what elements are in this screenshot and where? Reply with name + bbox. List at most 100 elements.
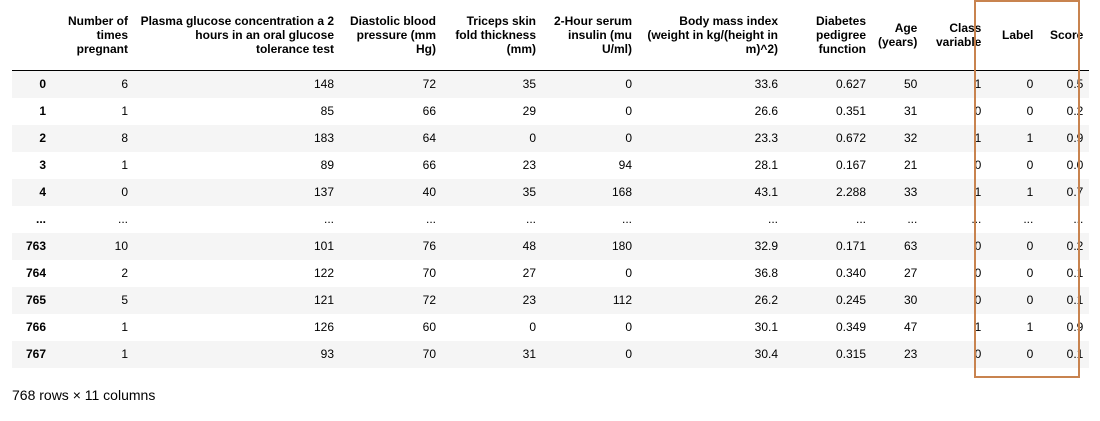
table-row: 0 6 148 72 35 0 33.6 0.627 50 1 0 0.5	[12, 70, 1090, 98]
cell-pedigree: 0.672	[835, 131, 866, 145]
cell-glucose: 93	[320, 347, 334, 361]
cell-pedigree: ...	[855, 212, 866, 226]
cell-class: ...	[971, 212, 982, 226]
column-header-bmi: Body mass index (weight in kg/(height in…	[638, 0, 784, 71]
cell-pregnant: 2	[121, 266, 128, 280]
cell-score: 0.7	[1066, 185, 1084, 199]
cell-age: 30	[904, 293, 918, 307]
column-header-label: Label	[987, 0, 1040, 71]
cell-pedigree: 0.349	[835, 320, 866, 334]
cell-class: 1	[974, 185, 982, 199]
cell-score: 0.1	[1066, 266, 1084, 280]
cell-label: 1	[1026, 320, 1034, 334]
row-index: 2	[39, 131, 46, 145]
column-header-skin: Triceps skin fold thickness (mm)	[442, 0, 542, 71]
column-header-bp: Diastolic blood pressure (mm Hg)	[340, 0, 442, 71]
cell-bp: 66	[422, 158, 436, 172]
cell-glucose: 126	[313, 320, 334, 334]
cell-bp: 72	[422, 77, 436, 92]
table-row: 766 1 126 60 0 0 30.1 0.349 47 1 1 0.9	[12, 313, 1090, 341]
cell-class: 0	[974, 266, 982, 280]
cell-class: 0	[974, 104, 982, 118]
cell-skin: 27	[522, 266, 536, 280]
cell-insulin: 112	[612, 293, 632, 307]
cell-glucose: ...	[323, 212, 334, 226]
cell-pregnant: 0	[121, 185, 128, 199]
cell-skin: 31	[522, 347, 536, 361]
cell-bmi: 36.8	[754, 266, 778, 280]
table-row: 765 5 121 72 23 112 26.2 0.245 30 0 0 0.1	[12, 286, 1090, 314]
cell-glucose: 121	[313, 293, 334, 307]
row-index: 0	[39, 77, 46, 92]
table-row: 767 1 93 70 31 0 30.4 0.315 23 0 0 0.1	[12, 340, 1090, 368]
column-header-glucose: Plasma glucose concentration a 2 hours i…	[134, 0, 340, 71]
cell-class: 0	[974, 347, 982, 361]
cell-bp: 66	[422, 104, 436, 118]
cell-pregnant: 8	[121, 131, 128, 145]
cell-pregnant: 1	[121, 320, 128, 334]
cell-glucose: 85	[320, 104, 334, 118]
dataframe-table: Number of times pregnant Plasma glucose …	[12, 0, 1090, 368]
cell-pedigree: 2.288	[835, 185, 866, 199]
cell-label: 0	[1026, 77, 1034, 92]
cell-glucose: 148	[313, 77, 334, 92]
cell-pedigree: 0.167	[835, 158, 866, 172]
cell-glucose: 101	[313, 239, 334, 253]
cell-label: 0	[1026, 293, 1034, 307]
cell-skin: 23	[522, 293, 536, 307]
column-header-insulin: 2-Hour serum insulin (mu U/ml)	[542, 0, 638, 71]
table-row: 764 2 122 70 27 0 36.8 0.340 27 0 0 0.1	[12, 259, 1090, 287]
cell-insulin: 168	[611, 185, 632, 199]
cell-label: 0	[1026, 347, 1034, 361]
cell-glucose: 183	[313, 131, 334, 145]
row-index: 767	[25, 347, 46, 361]
dataframe-output: Number of times pregnant Plasma glucose …	[12, 0, 1090, 368]
cell-bmi: 28.1	[754, 158, 778, 172]
cell-pregnant: 6	[121, 77, 128, 92]
cell-bp: 72	[422, 293, 436, 307]
cell-insulin: 0	[625, 77, 632, 92]
cell-glucose: 89	[320, 158, 334, 172]
cell-age: 27	[904, 266, 918, 280]
cell-age: 32	[904, 131, 918, 145]
cell-score: 0.0	[1066, 158, 1084, 172]
cell-label: 0	[1026, 104, 1034, 118]
cell-bmi: 43.1	[754, 185, 778, 199]
cell-label: 1	[1026, 131, 1034, 145]
row-index: 765	[25, 293, 46, 307]
cell-skin: ...	[525, 212, 536, 226]
cell-class: 0	[974, 158, 982, 172]
table-row: 763 10 101 76 48 180 32.9 0.171 63 0 0 0.2	[12, 232, 1090, 260]
cell-pedigree: 0.627	[835, 77, 866, 92]
cell-age: 47	[904, 320, 918, 334]
column-header-pedigree: Diabetes pedigree function	[784, 0, 872, 71]
table-body: 0 6 148 72 35 0 33.6 0.627 50 1 0 0.5 1 1 85 66 29 0 26.6 0…	[12, 70, 1090, 368]
cell-bp: 64	[422, 131, 436, 145]
cell-age: 23	[904, 347, 918, 361]
cell-insulin: 0	[625, 347, 632, 361]
cell-bmi: 26.2	[754, 293, 778, 307]
cell-class: 1	[974, 320, 982, 334]
row-index: 1	[39, 104, 46, 118]
cell-glucose: 137	[313, 185, 334, 199]
cell-insulin: 0	[625, 266, 632, 280]
cell-pregnant: ...	[117, 212, 128, 226]
cell-bp: ...	[425, 212, 436, 226]
header-row: Number of times pregnant Plasma glucose …	[12, 0, 1090, 71]
cell-pregnant: 1	[121, 347, 128, 361]
cell-label: ...	[1023, 212, 1034, 226]
cell-pregnant: 1	[121, 158, 128, 172]
cell-insulin: 0	[625, 131, 632, 145]
cell-age: ...	[907, 212, 918, 226]
table-row: 1 1 85 66 29 0 26.6 0.351 31 0 0 0.2	[12, 97, 1090, 125]
column-header-index	[12, 0, 52, 71]
column-header-score: Score	[1039, 0, 1090, 71]
cell-glucose: 122	[313, 266, 334, 280]
cell-pedigree: 0.315	[835, 347, 866, 361]
cell-bmi: 30.4	[754, 347, 778, 361]
cell-bmi: 23.3	[754, 131, 778, 145]
cell-skin: 35	[522, 185, 536, 199]
column-header-class: Class variable	[923, 0, 988, 71]
column-header-pregnant: Number of times pregnant	[52, 0, 134, 71]
cell-pregnant: 5	[121, 293, 128, 307]
